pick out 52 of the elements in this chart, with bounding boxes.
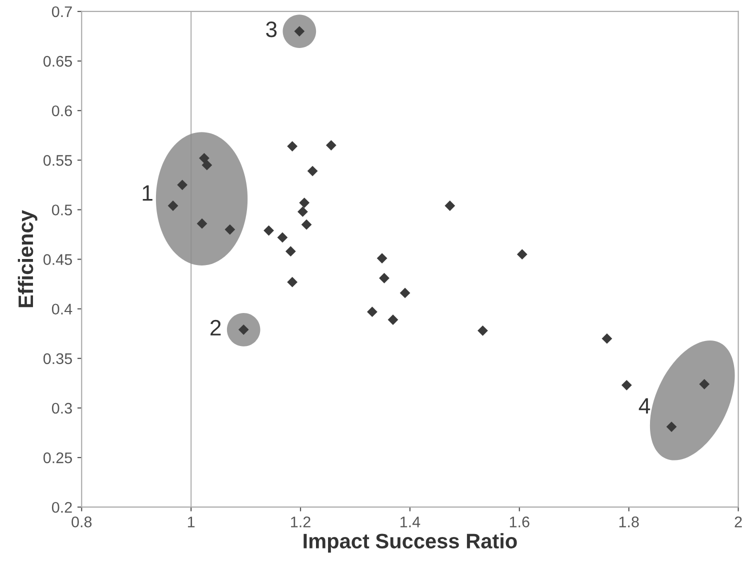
x-tick-label: 1.4 bbox=[400, 516, 420, 528]
y-tick-label: 0.6 bbox=[52, 105, 72, 116]
point bbox=[326, 140, 336, 150]
y-axis-title: Efficiency bbox=[18, 210, 38, 308]
point bbox=[478, 325, 488, 336]
point bbox=[444, 200, 456, 211]
y-tick-label: 0.7 bbox=[52, 6, 72, 18]
point bbox=[301, 219, 312, 230]
point bbox=[602, 333, 612, 344]
point bbox=[516, 249, 528, 260]
y-tick-label: 0.4 bbox=[52, 304, 72, 315]
point bbox=[699, 378, 710, 390]
point bbox=[285, 246, 296, 257]
point bbox=[287, 276, 298, 288]
point bbox=[388, 314, 398, 325]
point bbox=[367, 306, 378, 318]
point bbox=[277, 232, 288, 243]
point bbox=[224, 224, 236, 235]
y-tick-label: 0.5 bbox=[52, 204, 72, 216]
point bbox=[400, 288, 410, 298]
point bbox=[307, 166, 318, 176]
y-tick-label: 0.35 bbox=[43, 353, 72, 364]
point bbox=[196, 218, 208, 229]
annotation: 1 bbox=[142, 185, 152, 201]
y-tick-label: 0.25 bbox=[43, 452, 72, 464]
annotation: 2 bbox=[210, 320, 221, 336]
point bbox=[376, 253, 388, 264]
x-tick-label: 1.2 bbox=[291, 516, 310, 528]
annotation: 4 bbox=[638, 398, 650, 414]
x-tick-label: 1.6 bbox=[510, 516, 530, 528]
point bbox=[379, 272, 390, 284]
point bbox=[264, 225, 274, 236]
point bbox=[298, 206, 308, 217]
point bbox=[287, 141, 298, 152]
y-tick-label: 0.65 bbox=[43, 56, 72, 67]
y-tick-label: 0.55 bbox=[43, 155, 72, 166]
point bbox=[202, 160, 212, 170]
point bbox=[621, 380, 632, 390]
x-tick-label: 0.8 bbox=[72, 516, 92, 528]
y-tick-label: 0.45 bbox=[43, 254, 72, 265]
x-tick-label: 1.8 bbox=[619, 516, 639, 528]
point bbox=[666, 422, 677, 432]
point bbox=[299, 198, 310, 208]
y-tick-label: 0.2 bbox=[52, 502, 72, 513]
x-tick-label: 2 bbox=[734, 516, 742, 528]
point bbox=[177, 180, 188, 190]
annotation: 3 bbox=[266, 22, 277, 38]
point bbox=[168, 200, 178, 211]
y-tick-label: 0.3 bbox=[52, 402, 72, 414]
x-axis-title: Impact Success Ratio bbox=[304, 533, 517, 553]
x-tick-label: 1 bbox=[188, 516, 195, 528]
point bbox=[199, 152, 210, 164]
